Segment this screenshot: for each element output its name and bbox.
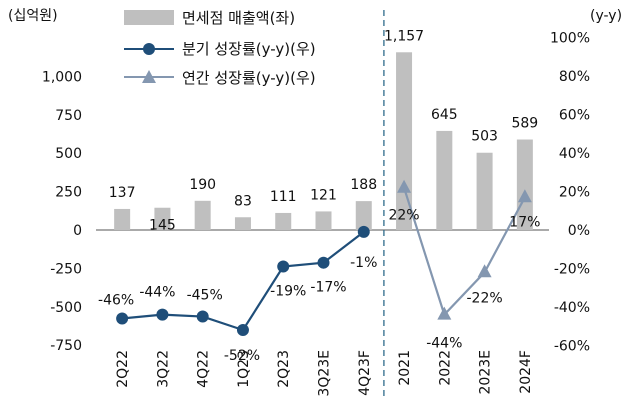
category-label: 2023E (478, 350, 494, 394)
y-left-tick: -250 (50, 261, 82, 277)
bar (476, 152, 493, 230)
category-label: 3Q22 (155, 350, 171, 388)
data-labels: 137 145 190 83 111 121 188 1,157 645 503 589 -46% -4… (98, 28, 540, 364)
bar (275, 212, 292, 230)
bar-value-label: 190 (189, 177, 216, 193)
legend-quarterly-marker (143, 43, 155, 55)
y-right-tick: 80% (559, 69, 590, 85)
bar-value-label: 121 (310, 187, 337, 203)
line-value-label: -44% (426, 336, 462, 352)
line-point (517, 189, 532, 203)
category-label: 2024F (518, 350, 534, 394)
legend-bar-swatch (124, 10, 174, 25)
line-value-label: -45% (187, 288, 223, 304)
line-value-label: 17% (509, 214, 540, 230)
axes: 1,000 750 500 250 0 -250 -500 -750 100% 80% 60% 40%… (42, 10, 590, 400)
line-point (397, 179, 412, 193)
line-point (277, 260, 290, 273)
y-left-tick: 750 (55, 108, 82, 124)
bar-value-label: 589 (511, 116, 538, 132)
bar (315, 211, 332, 230)
series-line (402, 187, 526, 317)
y-left-tick: 0 (73, 223, 82, 239)
y-left-tick: -500 (50, 300, 82, 316)
category-label: 2021 (397, 350, 413, 386)
y-right-tick: 100% (550, 31, 590, 47)
bar-value-label: 645 (431, 107, 458, 123)
legend-bar-label: 면세점 매출액(좌) (182, 9, 295, 27)
bar (516, 139, 533, 230)
y-right-tick: 60% (559, 108, 590, 124)
bar (436, 130, 453, 230)
line-value-label: -1% (350, 255, 377, 271)
legend: 면세점 매출액(좌) 분기 성장률(y-y)(우) 연간 성장률(y-y)(우) (124, 9, 316, 87)
line-point (357, 225, 370, 238)
line-value-label: -22% (467, 290, 503, 306)
category-label: 2Q22 (115, 350, 131, 388)
line-point (196, 310, 209, 323)
line-value-label: -52% (224, 348, 260, 364)
line-series (116, 179, 532, 336)
y-left-tick: 500 (55, 146, 82, 162)
y-left-tick: -750 (50, 338, 82, 354)
line-value-label: -46% (98, 292, 134, 308)
right-axis-unit: (y-y) (590, 8, 622, 24)
bar-value-label: 137 (109, 185, 136, 201)
line-value-label: -17% (310, 280, 346, 296)
bar (154, 207, 171, 230)
line-point (437, 306, 452, 320)
line-point (477, 264, 492, 278)
y-right-tick: 0% (568, 223, 590, 239)
line-value-label: -19% (270, 284, 306, 300)
bar-value-label: 111 (270, 189, 297, 205)
bar (396, 52, 413, 230)
bar (194, 200, 211, 230)
legend-annual-label: 연간 성장률(y-y)(우) (182, 69, 316, 87)
bar-value-label: 83 (234, 193, 252, 209)
y-right-tick: 20% (559, 185, 590, 201)
line-point (236, 323, 249, 336)
y-right-tick: -40% (554, 300, 590, 316)
line-point (317, 256, 330, 269)
category-label: 1Q23 (236, 350, 252, 388)
category-label: 2Q23 (276, 350, 292, 388)
line-point (116, 312, 129, 325)
y-left-tick: 1,000 (42, 69, 82, 85)
y-right-tick: -20% (554, 261, 590, 277)
category-label: 2022 (437, 350, 453, 386)
y-right-tick: 40% (559, 146, 590, 162)
left-axis-unit: (십억원) (8, 8, 58, 24)
bar-value-label: 188 (350, 177, 377, 193)
category-label: 4Q22 (196, 350, 212, 388)
bar (355, 201, 372, 230)
bar (114, 208, 131, 230)
bar-value-label: 503 (471, 129, 498, 145)
y-right-tick: -60% (554, 338, 590, 354)
legend-quarterly-label: 분기 성장률(y-y)(우) (182, 40, 316, 58)
bar-series (114, 52, 533, 230)
category-label: 3Q23E (317, 350, 333, 397)
bar-value-label: 1,157 (384, 28, 424, 44)
bar-value-label: 145 (149, 218, 176, 234)
line-value-label: 22% (388, 208, 419, 224)
legend-annual-marker (142, 70, 156, 83)
line-value-label: -44% (139, 285, 175, 301)
y-left-tick: 250 (55, 185, 82, 201)
category-label: 4Q23F (357, 350, 373, 396)
line-point (156, 308, 169, 321)
bar (234, 217, 251, 230)
